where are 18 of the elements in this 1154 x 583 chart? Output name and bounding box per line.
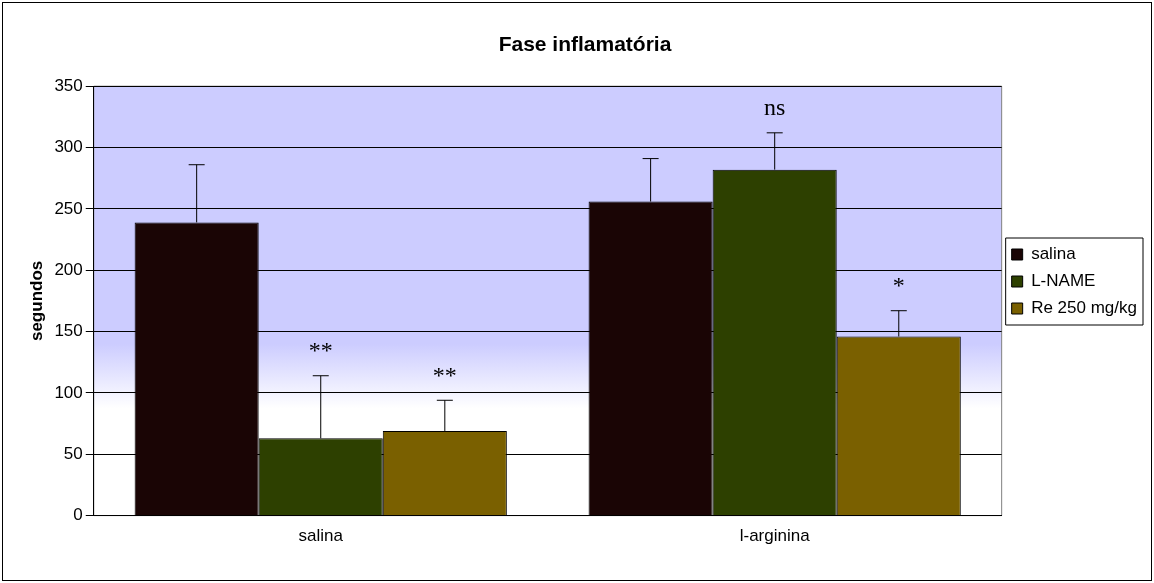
y-tick-label: 50 <box>63 443 83 463</box>
y-tick-label: 200 <box>54 259 83 279</box>
y-axis-title: segundos <box>26 260 46 342</box>
y-tick-label: 300 <box>54 137 83 157</box>
y-tick-label: 350 <box>54 75 83 95</box>
y-tick-label: 150 <box>54 321 83 341</box>
legend-label: salina <box>1031 244 1077 264</box>
x-tick-label: l-arginina <box>739 526 811 546</box>
y-tick-label: 100 <box>54 382 83 402</box>
y-tick-label: 0 <box>73 505 83 525</box>
annotation: ** <box>308 337 333 364</box>
legend-label: Re 250 mg/kg <box>1031 298 1138 318</box>
legend-label: L-NAME <box>1031 271 1096 291</box>
annotation: ns <box>764 94 786 121</box>
annotation: * <box>892 272 905 299</box>
y-tick-label: 250 <box>54 198 83 218</box>
annotation: ** <box>432 361 457 388</box>
chart-title: Fase inflamatória <box>498 32 672 56</box>
